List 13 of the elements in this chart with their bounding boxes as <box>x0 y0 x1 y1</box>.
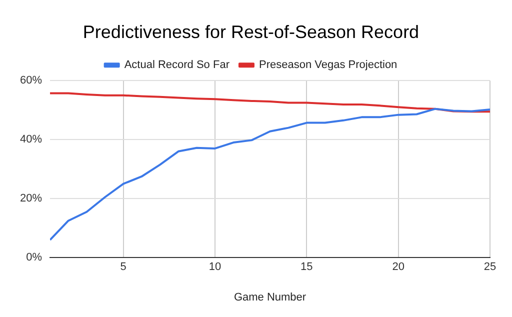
x-tick-label: 15 <box>300 261 313 274</box>
y-tick-label: 0% <box>26 252 42 264</box>
x-tick-label: 25 <box>484 261 496 274</box>
y-tick-label: 20% <box>20 192 42 205</box>
legend-label: Preseason Vegas Projection <box>258 59 398 72</box>
legend-label: Actual Record So Far <box>124 59 230 72</box>
x-tick-label: 5 <box>120 261 126 274</box>
y-tick-label: 60% <box>20 74 42 87</box>
chart-title: Predictiveness for Rest-of-Season Record <box>82 22 420 42</box>
x-axis-title: Game Number <box>234 291 306 304</box>
y-tick-label: 40% <box>20 134 42 146</box>
x-tick-label: 20 <box>392 261 404 274</box>
x-tick-label: 10 <box>208 261 222 274</box>
